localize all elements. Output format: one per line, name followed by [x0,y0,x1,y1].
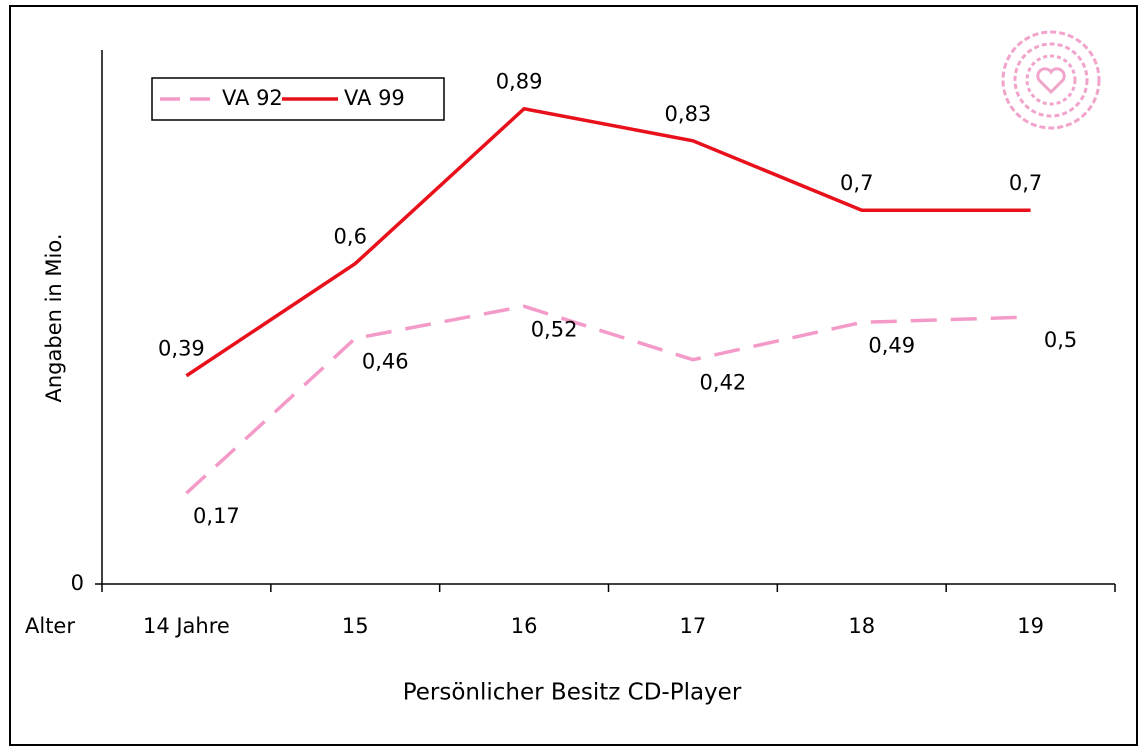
data-label: 0,42 [700,371,747,395]
x-tick-label: 17 [680,614,707,638]
data-label: 0,6 [334,225,367,249]
data-label: 0,17 [193,504,240,528]
data-label: 0,83 [665,102,712,126]
legend-label: VA 92 [222,86,283,110]
data-label: 0,5 [1044,328,1077,352]
heart-logo [1001,30,1101,130]
data-label: 0,7 [1009,171,1042,195]
frame [9,5,1138,746]
y-tick-label: 0 [71,571,84,595]
x-tick-label: 19 [1017,614,1044,638]
data-label: 0,52 [531,317,578,341]
x-tick-label: 14 Jahre [143,614,230,638]
data-label: 0,49 [868,333,915,357]
data-label: 0,46 [362,349,409,373]
x-row-label: Alter [25,614,75,638]
legend-label: VA 99 [344,86,405,110]
data-label: 0,89 [496,70,543,94]
series-line [185,106,1031,378]
x-axis-title: Persönlicher Besitz CD-Player [403,680,742,706]
y-axis-title: Angaben in Mio. [42,233,66,402]
x-tick-label: 15 [342,614,369,638]
series-line [185,304,1031,495]
data-label: 0,7 [840,171,873,195]
data-label: 0,39 [158,337,205,361]
x-tick-label: 18 [848,614,875,638]
x-tick-label: 16 [511,614,538,638]
